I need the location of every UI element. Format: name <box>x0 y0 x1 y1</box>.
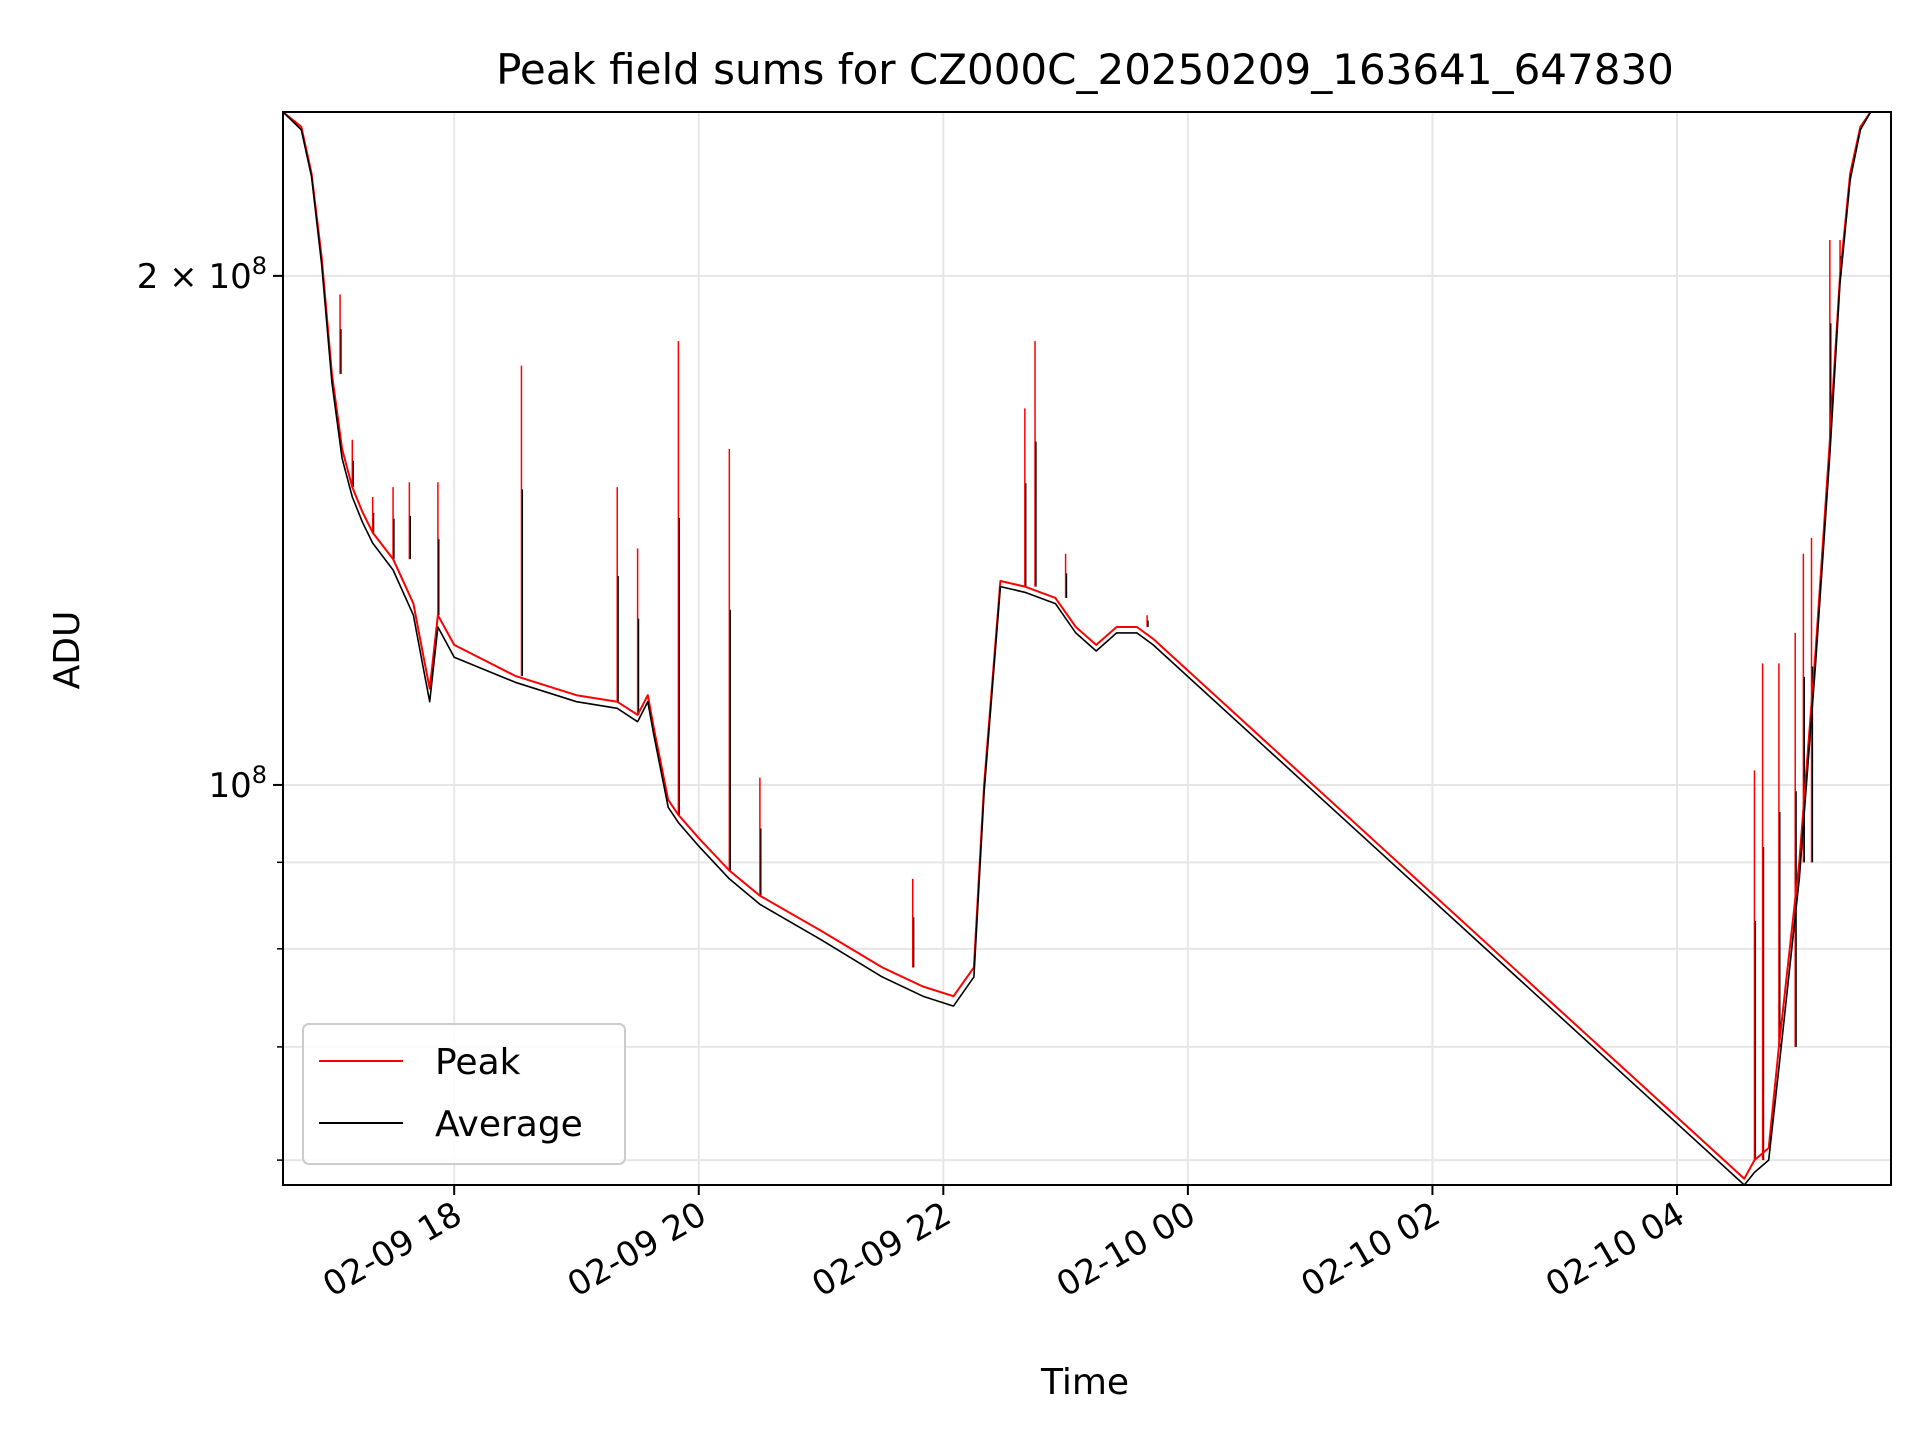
chart-title: Peak field sums for CZ000C_20250209_1636… <box>496 45 1674 94</box>
x-axis-label: Time <box>1040 1362 1129 1403</box>
legend: Peak Average <box>302 1023 626 1165</box>
legend-box <box>302 1023 626 1165</box>
y-tick-label: 2 × 108 <box>137 252 267 297</box>
plot-area <box>283 112 1891 1185</box>
plot-frame <box>282 111 1892 1186</box>
series-line-average <box>283 112 1891 1185</box>
series-group <box>283 112 1891 1185</box>
y-axis-label: ADU <box>47 611 88 690</box>
series-line-peak <box>283 112 1891 1180</box>
legend-label-average: Average <box>435 1104 583 1145</box>
legend-label-peak: Peak <box>435 1042 521 1083</box>
y-axis: 108 2 × 108 <box>137 252 283 1161</box>
y-tick-label: 108 <box>208 761 267 806</box>
